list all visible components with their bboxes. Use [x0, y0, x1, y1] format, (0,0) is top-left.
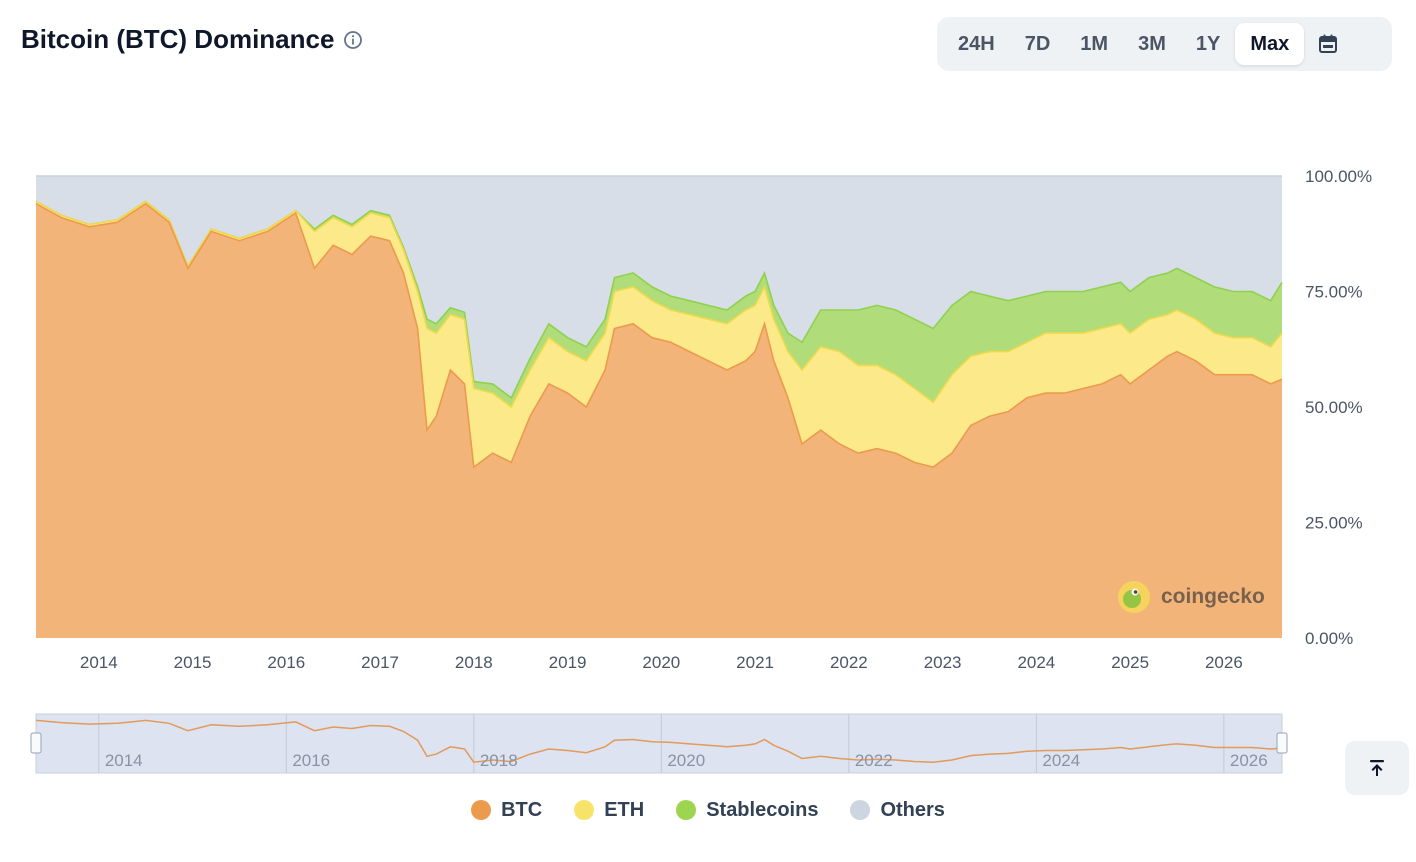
range-button-1y[interactable]: 1Y	[1195, 32, 1221, 55]
range-button-1m[interactable]: 1M	[1080, 32, 1109, 55]
navigator-year-label: 2020	[667, 751, 705, 770]
calendar-icon	[1319, 34, 1338, 53]
x-tick-label: 2016	[267, 653, 305, 672]
watermark-text: coingecko	[1161, 585, 1265, 608]
navigator-year-label: 2018	[480, 751, 518, 770]
time-range-selector: 24H 7D 1M 3M 1Y Max	[937, 17, 1392, 71]
x-tick-label: 2018	[455, 653, 493, 672]
area-others	[36, 176, 1282, 398]
legend-dot-stablecoins	[676, 800, 697, 820]
legend-dot-btc	[471, 800, 492, 820]
navigator-year-label: 2026	[1230, 751, 1268, 770]
x-tick-label: 2023	[924, 653, 962, 672]
y-tick-label: 50.00%	[1305, 398, 1363, 417]
navigator-left-handle[interactable]	[30, 732, 42, 754]
legend-label-others: Others	[880, 798, 945, 821]
x-tick-label: 2024	[1017, 653, 1055, 672]
legend-label-eth: ETH	[604, 798, 645, 821]
y-tick-label: 0.00%	[1305, 629, 1353, 648]
coingecko-logo-icon	[1118, 581, 1150, 613]
x-tick-label: 2025	[1111, 653, 1149, 672]
navigator-year-label: 2016	[292, 751, 330, 770]
dominance-area-chart[interactable]: 2014 2015 2016 2017 2018 2019 2020 2021 2022 2023…	[0, 150, 1416, 690]
x-tick-label: 2022	[830, 653, 868, 672]
area-eth-edge	[35, 200, 1283, 409]
x-tick-label: 2017	[361, 653, 399, 672]
legend-item-eth[interactable]: ETH	[574, 799, 644, 822]
x-tick-label: 2026	[1205, 653, 1243, 672]
y-axis: 0.00% 25.00% 50.00% 75.00% 100.00%	[1305, 167, 1372, 648]
legend-label-stablecoins: Stablecoins	[706, 798, 819, 821]
range-button-max[interactable]: Max	[1235, 23, 1305, 65]
x-tick-label: 2020	[642, 653, 680, 672]
navigator-btc-line	[35, 719, 1283, 763]
legend-item-btc[interactable]: BTC	[471, 799, 542, 822]
navigator-year-label: 2022	[855, 751, 893, 770]
navigator-labels: 2014 2016 2018 2020 2022 2024 2026	[105, 751, 1268, 770]
legend-item-others[interactable]: Others	[850, 798, 945, 822]
calendar-button[interactable]	[1304, 23, 1352, 65]
navigator-year-label: 2024	[1042, 751, 1080, 770]
navigator-right-handle[interactable]	[1276, 732, 1288, 754]
range-button-7d[interactable]: 7D	[1024, 32, 1051, 55]
x-tick-label: 2019	[549, 653, 587, 672]
navigator-background	[35, 713, 1283, 774]
stacked-areas	[35, 175, 1283, 638]
y-tick-label: 25.00%	[1305, 514, 1363, 533]
range-button-24h[interactable]: 24H	[958, 32, 995, 55]
chart-legend: BTC ETH Stablecoins Others	[0, 796, 1416, 824]
area-stablecoins-edge	[35, 200, 1283, 400]
x-tick-label: 2021	[736, 653, 774, 672]
coingecko-watermark: coingecko	[1117, 580, 1265, 614]
legend-label-btc: BTC	[501, 798, 543, 821]
legend-item-stablecoins[interactable]: Stablecoins	[676, 799, 818, 822]
info-icon[interactable]	[343, 30, 363, 50]
area-btc	[36, 203, 1282, 638]
arrow-up-to-line-icon	[1370, 760, 1384, 776]
legend-dot-eth	[574, 800, 595, 820]
page-title: Bitcoin (BTC) Dominance	[21, 24, 335, 54]
x-tick-label: 2014	[80, 653, 118, 672]
area-btc-edge	[35, 202, 1283, 469]
area-eth	[36, 201, 1282, 468]
range-navigator[interactable]: 2014 2016 2018 2020 2022 2024 2026	[0, 708, 1416, 778]
x-axis: 2014 2015 2016 2017 2018 2019 2020 2021 2022 2023…	[80, 653, 1243, 672]
x-tick-label: 2015	[174, 653, 212, 672]
navigator-year-label: 2014	[105, 751, 143, 770]
y-tick-label: 100.00%	[1305, 167, 1372, 186]
range-button-3m[interactable]: 3M	[1138, 32, 1166, 55]
scroll-to-top-button[interactable]	[1345, 741, 1409, 795]
chart-title-group: Bitcoin (BTC) Dominance	[21, 24, 363, 55]
legend-dot-others	[850, 800, 871, 820]
y-tick-label: 75.00%	[1305, 283, 1363, 302]
